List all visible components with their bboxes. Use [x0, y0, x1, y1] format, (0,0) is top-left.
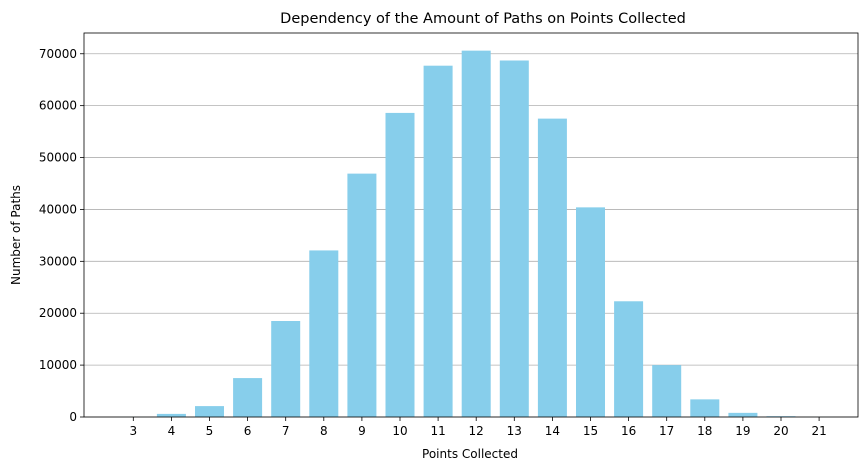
x-tick-label: 18	[697, 424, 712, 438]
y-tick-label: 40000	[39, 202, 77, 216]
bar-6	[233, 378, 262, 417]
bar-17	[652, 365, 681, 417]
x-tick-label: 19	[735, 424, 750, 438]
x-tick-label: 15	[583, 424, 598, 438]
bar-8	[309, 250, 338, 417]
x-tick-label: 10	[392, 424, 407, 438]
x-tick-label: 17	[659, 424, 674, 438]
x-tick-label: 13	[507, 424, 522, 438]
x-tick-label: 14	[545, 424, 560, 438]
bar-4	[157, 414, 186, 417]
bar-12	[462, 51, 491, 417]
y-tick-label: 0	[69, 410, 77, 424]
bar-5	[195, 406, 224, 417]
y-tick-label: 30000	[39, 254, 77, 268]
x-tick-label: 8	[320, 424, 328, 438]
bar-16	[614, 301, 643, 417]
x-tick-label: 11	[430, 424, 445, 438]
y-axis-label: Number of Paths	[9, 185, 23, 285]
x-tick-label: 12	[469, 424, 484, 438]
bar-13	[500, 61, 529, 417]
bar-15	[576, 207, 605, 417]
x-tick-label: 7	[282, 424, 290, 438]
y-tick-label: 60000	[39, 99, 77, 113]
y-tick-label: 70000	[39, 47, 77, 61]
chart-title: Dependency of the Amount of Paths on Poi…	[280, 11, 686, 27]
y-tick-label: 20000	[39, 306, 77, 320]
bar-18	[690, 399, 719, 417]
x-tick-label: 9	[358, 424, 366, 438]
x-tick-label: 20	[773, 424, 788, 438]
bar-7	[271, 321, 300, 417]
bar-9	[347, 174, 376, 417]
bar-10	[386, 113, 415, 417]
x-tick-label: 3	[129, 424, 137, 438]
x-tick-label: 6	[244, 424, 252, 438]
x-tick-label: 21	[811, 424, 826, 438]
x-tick-label: 16	[621, 424, 636, 438]
bar-11	[424, 66, 453, 417]
bar-19	[728, 413, 757, 417]
x-tick-label: 4	[168, 424, 176, 438]
x-tick-label: 5	[206, 424, 214, 438]
y-tick-label: 10000	[39, 358, 77, 372]
x-axis-label: Points Collected	[422, 447, 518, 461]
y-tick-label: 50000	[39, 151, 77, 165]
bar-14	[538, 119, 567, 417]
